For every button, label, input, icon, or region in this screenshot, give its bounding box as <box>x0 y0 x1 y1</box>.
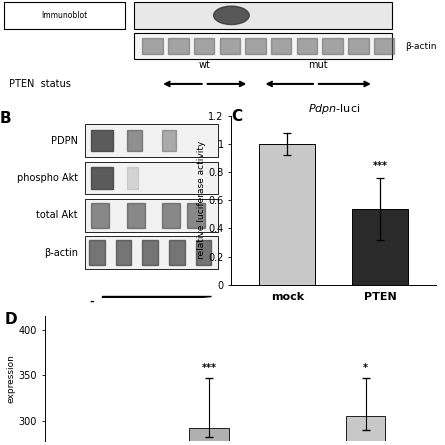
Bar <box>196 240 211 265</box>
Text: mut: mut <box>308 60 328 69</box>
Bar <box>85 236 218 269</box>
Text: C: C <box>231 109 243 124</box>
Bar <box>348 38 368 54</box>
Bar <box>322 38 343 54</box>
Text: PTEN: PTEN <box>135 317 168 327</box>
Text: β-actin: β-actin <box>405 41 437 51</box>
Text: Immunoblot: Immunoblot <box>41 11 88 20</box>
Bar <box>168 38 189 54</box>
Bar <box>162 130 176 151</box>
Bar <box>190 428 229 441</box>
Y-axis label: relative luciferase activity: relative luciferase activity <box>197 141 206 259</box>
Bar <box>194 38 214 54</box>
Bar <box>91 130 113 151</box>
Text: *: * <box>363 363 368 373</box>
Text: B: B <box>0 111 12 126</box>
Bar <box>134 33 392 59</box>
Bar <box>85 199 218 232</box>
Bar <box>374 38 394 54</box>
Bar <box>116 240 131 265</box>
Bar <box>162 203 180 228</box>
Bar <box>245 38 266 54</box>
Bar <box>134 2 392 28</box>
Bar <box>4 2 125 28</box>
Bar <box>127 130 142 151</box>
Bar <box>169 240 185 265</box>
Bar <box>91 203 109 228</box>
Text: ***: *** <box>202 363 216 373</box>
Bar <box>187 203 205 228</box>
Text: D: D <box>4 312 17 327</box>
Y-axis label: expression: expression <box>7 354 16 403</box>
Text: PDPN: PDPN <box>51 136 78 146</box>
Bar <box>85 124 218 157</box>
Bar <box>89 240 105 265</box>
Bar <box>127 203 145 228</box>
Bar <box>85 162 218 194</box>
Bar <box>91 167 113 189</box>
Bar <box>219 38 240 54</box>
Bar <box>297 38 317 54</box>
Bar <box>352 209 408 285</box>
Text: phospho Akt: phospho Akt <box>17 173 78 183</box>
Bar <box>346 416 385 441</box>
Text: -: - <box>89 297 93 307</box>
Text: PTEN  status: PTEN status <box>9 79 71 89</box>
Bar <box>142 240 158 265</box>
Text: ***: *** <box>373 161 388 170</box>
Text: total Akt: total Akt <box>36 210 78 220</box>
Bar <box>259 144 315 285</box>
Bar <box>127 167 138 189</box>
Title: $\it{Pdpn}$-luci: $\it{Pdpn}$-luci <box>307 101 360 116</box>
Polygon shape <box>102 296 211 306</box>
Text: wt: wt <box>199 60 210 69</box>
Ellipse shape <box>214 6 249 24</box>
Text: β-actin: β-actin <box>44 248 78 258</box>
Bar <box>271 38 291 54</box>
Bar <box>142 38 163 54</box>
